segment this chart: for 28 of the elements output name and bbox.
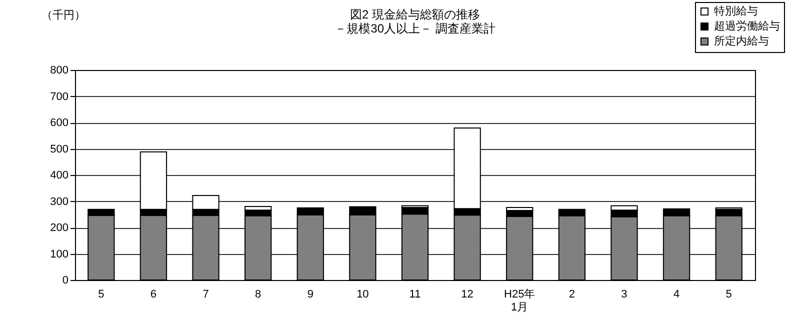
y-tick-label: 500	[50, 143, 68, 156]
x-tick-label: 5	[98, 288, 104, 300]
y-tick-label: 400	[50, 170, 68, 182]
y-tick-label: 700	[50, 90, 68, 103]
x-tick-label: 5	[726, 288, 732, 300]
legend-label: 超過労働給与	[714, 20, 780, 32]
chart-subtitle: －規模30人以上－ 調査産業計	[334, 22, 496, 36]
x-tick-label: 11	[409, 288, 421, 300]
x-tick-label: 4	[673, 288, 680, 300]
legend-label: 所定内給与	[714, 34, 769, 48]
y-tick-label: 100	[50, 248, 68, 260]
y-tick-label: 600	[50, 117, 68, 129]
x-tick-label: 9	[307, 288, 314, 300]
x-tick-label: 6	[150, 288, 157, 300]
x-tick-label: H25年 1月	[504, 288, 536, 314]
x-tick-label: 7	[202, 288, 209, 300]
x-tick-label: 10	[356, 288, 369, 300]
x-tick-label: 8	[255, 288, 262, 300]
x-tick-label: 3	[621, 288, 628, 300]
y-tick-label: 200	[50, 222, 68, 234]
y-axis-title: （千円）	[42, 8, 86, 22]
y-tick-label: 300	[50, 196, 68, 208]
legend-label: 特別給与	[714, 4, 758, 18]
chart-title: 図2 現金給与総額の推移	[350, 8, 480, 22]
y-tick-label: 800	[50, 64, 68, 76]
y-tick-label: 0	[62, 274, 68, 286]
x-tick-label: 2	[568, 288, 575, 300]
x-tick-label: 12	[461, 288, 474, 300]
